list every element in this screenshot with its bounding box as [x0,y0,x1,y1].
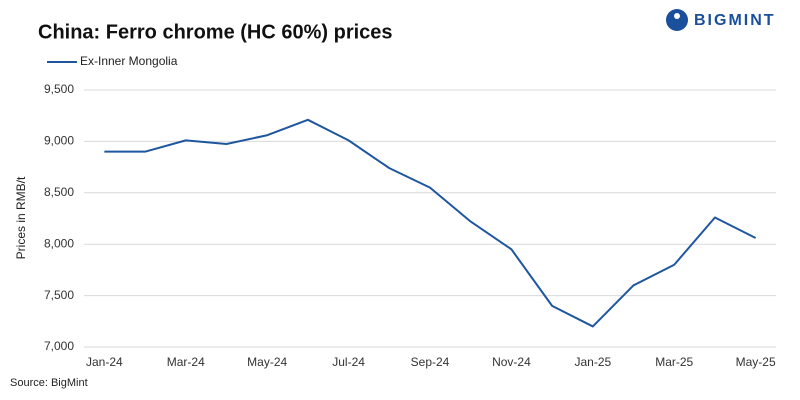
y-tick-label: 9,000 [44,134,74,148]
logo: BIGMINT [666,9,776,31]
chart-title: China: Ferro chrome (HC 60%) prices [38,21,393,43]
x-tick-label: Mar-25 [655,355,693,369]
logo-icon-part [674,13,680,19]
y-tick-label: 8,500 [44,185,74,199]
y-tick-label: 8,000 [44,236,74,250]
x-tick-label: Nov-24 [492,355,531,369]
y-axis-label: Prices in RMB/t [14,176,28,259]
x-tick-label: May-25 [736,355,776,369]
x-tick-label: Mar-24 [167,355,205,369]
x-tick-label: Jan-24 [86,355,123,369]
y-tick-label: 7,000 [44,339,74,353]
x-tick-label: Jan-25 [574,355,611,369]
line-series [104,118,757,328]
logo-text: BIGMINT [694,12,776,29]
logo-icon [666,9,688,31]
x-tick-label: May-24 [247,355,287,369]
source: Source: BigMint [10,377,88,389]
x-tick-label: Jul-24 [332,355,365,369]
x-tick-label: Sep-24 [411,355,450,369]
y-tick-label: 9,500 [44,82,74,96]
legend-label: Ex-Inner Mongolia [80,54,178,68]
y-tick-label: 7,500 [44,288,74,302]
